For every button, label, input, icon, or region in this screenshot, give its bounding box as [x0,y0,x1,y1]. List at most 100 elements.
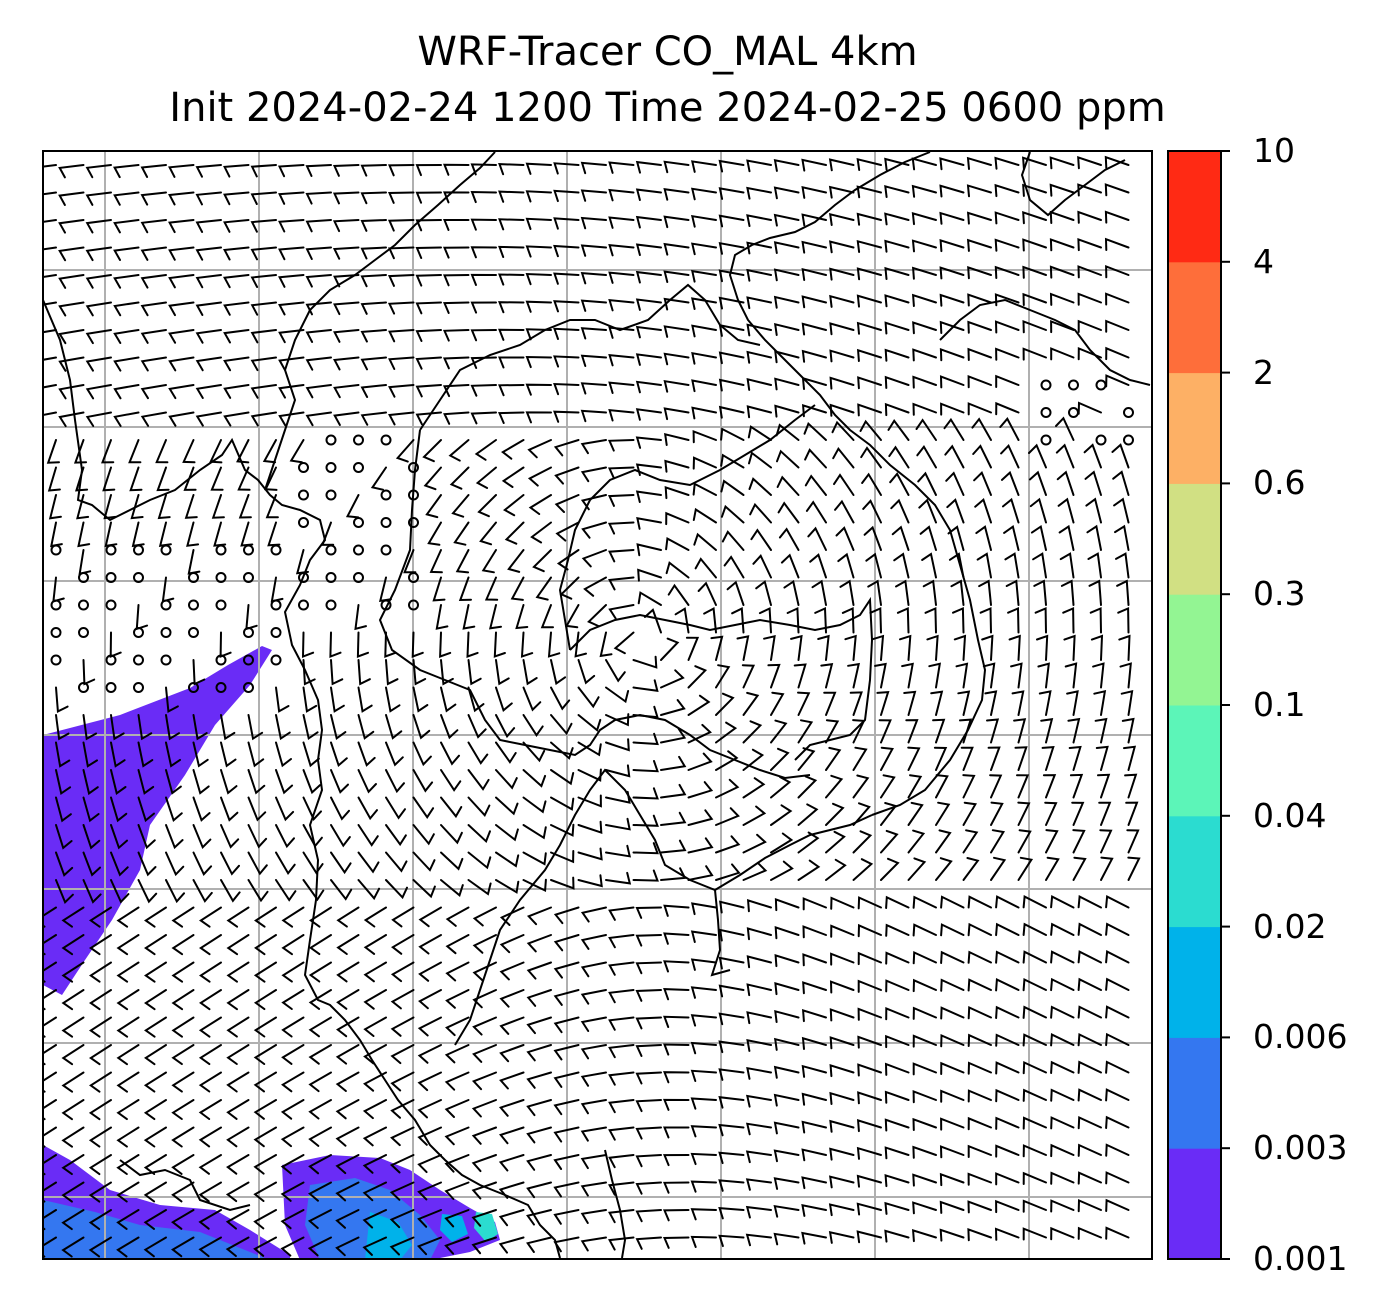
wind-barb [236,439,250,464]
wind-barb [1077,895,1102,909]
wind-barb [418,906,442,928]
wind-barb [43,1236,57,1258]
wind-barb [912,321,937,335]
wind-barb [967,293,992,307]
wind-barb [1032,552,1047,579]
wind-barb [939,157,965,171]
calm-wind-marker [133,572,144,583]
wind-barb [990,856,1007,881]
wind-barb [994,320,1020,334]
wind-barb [280,1209,305,1230]
wind-barb [869,606,882,634]
wind-barb [417,1071,442,1092]
wind-barb [1105,1115,1130,1129]
wind-barb [885,923,910,937]
wind-barb [116,1154,140,1175]
wind-barb [168,329,195,344]
wind-barb [308,1071,332,1093]
wind-barb [354,604,367,631]
wind-barb [995,374,1020,388]
wind-barb [1105,374,1130,388]
wind-barb [553,906,580,925]
wind-barb [687,837,714,854]
wind-barb [329,631,342,658]
wind-barb [973,471,992,496]
colorbar-tick-label: 0.04 [1253,795,1327,835]
wind-barb [305,411,332,427]
wind-barb [856,1119,882,1133]
wind-barb [940,950,965,964]
wind-barb [501,439,525,460]
wind-barb [43,1099,57,1121]
wind-barb [828,1231,855,1244]
wind-barb [860,446,882,469]
wind-barb [635,353,662,366]
wind-barb [665,537,690,551]
wind-barb [308,1016,332,1038]
wind-barb [1050,1033,1075,1047]
wind-barb [158,521,172,547]
wind-barb [82,824,101,850]
wind-barb [113,356,140,372]
wind-barb [332,191,360,205]
wind-barb [131,521,145,548]
wind-barb [362,1236,387,1256]
wind-barb [758,606,772,634]
wind-barb [440,659,454,686]
wind-barb [417,1154,442,1174]
wind-barb [389,1181,415,1201]
wind-barb [690,958,717,971]
wind-barb [911,266,937,280]
wind-barb [802,981,827,995]
wind-barb [967,1116,992,1131]
wind-barb [608,906,635,921]
wind-barb [1040,718,1054,744]
wind-barb [61,934,85,956]
wind-barb [574,631,587,658]
wind-barb [1022,265,1047,279]
wind-barb [335,1126,360,1147]
wind-barb [995,1088,1020,1103]
wind-barb [168,191,195,206]
wind-barb [226,1016,250,1038]
wind-barb [804,474,827,496]
wind-barb [440,686,457,713]
wind-barb [939,1200,965,1214]
wind-barb [1036,634,1049,661]
wind-barb [801,1036,827,1050]
wind-barb [270,576,284,603]
wind-barb [247,824,268,849]
wind-barb [697,581,717,606]
wind-barb [605,844,632,858]
wind-barb [690,1097,717,1110]
wind-barb [253,989,277,1011]
calm-wind-marker [188,682,199,693]
wind-barb [1077,922,1102,936]
wind-barb [61,1126,85,1148]
wind-barb [387,274,415,287]
wind-barb [774,1037,800,1051]
wind-barb [417,1044,442,1064]
wind-barb [440,851,464,871]
wind-barb [690,160,717,173]
wind-barb [580,1044,607,1060]
border-inland-2 [419,283,761,431]
wind-barb [198,1071,222,1093]
wind-barb [635,1016,662,1030]
wind-barb [171,934,195,956]
wind-barb [360,329,387,343]
wind-barb [308,1044,332,1065]
colorbar-tick-label: 0.6 [1253,463,1306,503]
wind-barb [852,719,866,744]
wind-barb [748,451,772,469]
wind-barb [61,1181,85,1203]
wind-barb [916,445,937,469]
wind-barb [250,191,277,205]
wind-barb [253,961,277,983]
wind-barb [1022,1144,1047,1158]
wind-barb [278,219,305,233]
wind-barb [493,631,506,658]
wind-barb [302,879,325,902]
wind-barb [605,817,631,831]
wind-barb [89,961,112,983]
